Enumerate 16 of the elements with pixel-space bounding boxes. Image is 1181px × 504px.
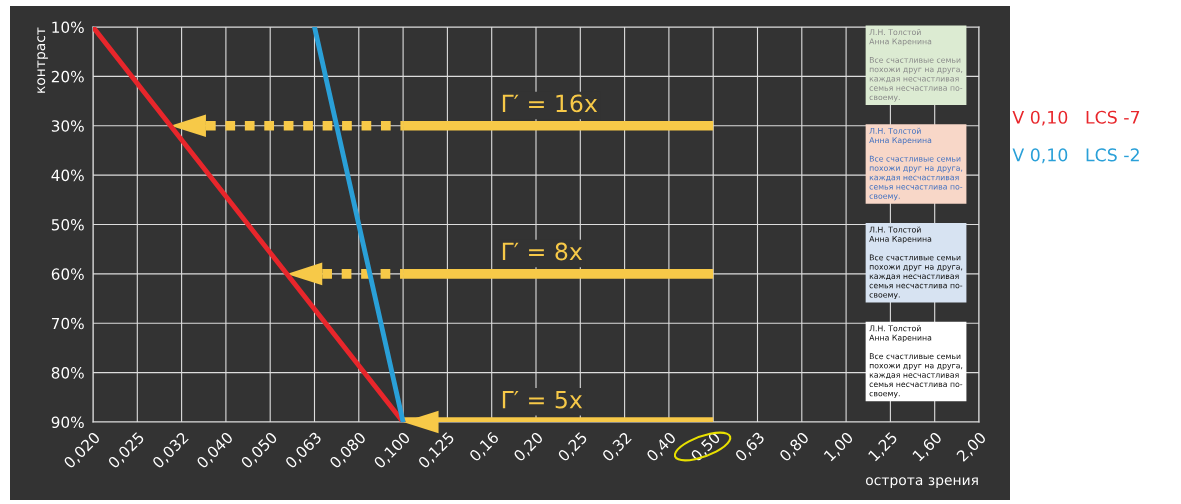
y-tick-label: 90% [51, 416, 84, 429]
y-tick-label: 50% [51, 218, 84, 231]
text: V 0,10 LCS -7 [1012, 110, 1140, 126]
annotation: Γ′ = 5x [502, 390, 583, 409]
y-tick-label: 10% [52, 21, 84, 34]
x-axis-title: острота зрения [866, 477, 978, 488]
y-tick-label: 30% [51, 120, 84, 132]
y-axis-title: контраст [37, 27, 48, 93]
annotation: Γ′ = 8x [502, 242, 583, 261]
y-tick-label: 70% [51, 317, 84, 330]
y-tick-label: 20% [51, 70, 84, 83]
y-tick-label: 40% [51, 169, 84, 182]
text: V 0,10 LCS -2 [1012, 148, 1139, 164]
y-tick-label: 80% [51, 367, 84, 379]
y-tick-label: 60% [51, 268, 84, 280]
annotation: Γ′ = 16x [502, 94, 598, 113]
